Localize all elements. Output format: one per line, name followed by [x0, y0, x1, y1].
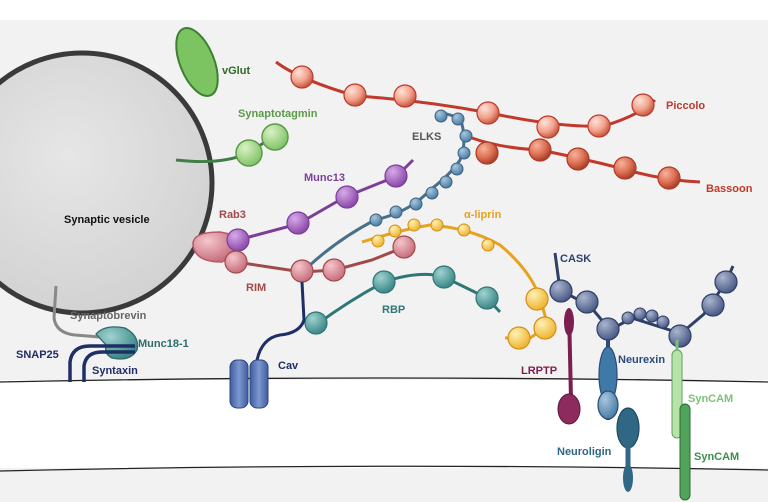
rim-domain — [224, 250, 248, 274]
alpha-liprin-sam-domain — [525, 287, 549, 311]
elks-domain — [450, 162, 464, 176]
syncam-pre-label: SynCAM — [688, 393, 733, 405]
munc13-domain — [286, 211, 310, 235]
alpha-liprin-domain — [371, 234, 385, 248]
cask-label: CASK — [560, 253, 591, 265]
cav-channel-left — [229, 359, 249, 409]
cask-domain — [549, 279, 573, 303]
cask-guk-domain — [656, 315, 670, 329]
cask-domain — [714, 270, 738, 294]
synaptotagmin-c2b-domain — [261, 123, 289, 151]
piccolo-label: Piccolo — [666, 100, 705, 112]
bassoon-domain — [475, 141, 499, 165]
cask-guk-domain — [633, 307, 647, 321]
neuroligin-extracellular-domain — [616, 407, 640, 449]
syncam-post-label: SynCAM — [694, 451, 739, 463]
bassoon-label: Bassoon — [706, 183, 753, 195]
rab3-munc13-binding-domain — [226, 228, 250, 252]
bassoon-domain — [566, 147, 590, 171]
synaptobrevin-chain — [52, 285, 113, 340]
elks-domain — [451, 112, 465, 126]
rim-domain — [290, 259, 314, 283]
synaptic-vesicle-label: Synaptic vesicle — [64, 214, 150, 226]
rbp-domain — [372, 270, 396, 294]
alpha-liprin-domain — [481, 238, 495, 252]
synaptotagmin-label: Synaptotagmin — [238, 108, 318, 120]
rab3-protein — [192, 231, 236, 263]
alpha-liprin-domain — [457, 223, 471, 237]
piccolo-domain — [393, 84, 417, 108]
neurexin-label: Neurexin — [618, 354, 665, 366]
alpha-liprin-domain — [388, 224, 402, 238]
bassoon-domain — [613, 156, 637, 180]
alpha-liprin-label: α-liprin — [464, 209, 502, 221]
rim-domain — [322, 258, 346, 282]
piccolo-domain — [476, 101, 500, 125]
rbp-domain — [432, 265, 456, 289]
piccolo-domain — [631, 93, 655, 117]
presynaptic-membrane — [0, 377, 768, 383]
munc13-label: Munc13 — [304, 172, 345, 184]
snap25-label: SNAP25 — [16, 349, 59, 361]
rab3-label: Rab3 — [219, 209, 246, 221]
lrptp-extracellular-domain — [557, 393, 581, 425]
alpha-liprin-chain — [361, 223, 550, 340]
synaptic-vesicle — [0, 50, 215, 316]
cask-domain — [596, 317, 620, 341]
synaptotagmin-c2a-domain — [235, 139, 263, 167]
piccolo-domain — [587, 114, 611, 138]
elks-domain — [389, 205, 403, 219]
elks-domain — [459, 129, 473, 143]
rbp-domain — [475, 286, 499, 310]
neuroligin-intracellular-domain — [623, 464, 633, 492]
cask-domain — [575, 290, 599, 314]
cask-domain — [701, 293, 725, 317]
postsynaptic-cytoplasm — [0, 468, 768, 502]
elks-domain — [439, 175, 453, 189]
elks-domain — [369, 213, 383, 227]
alpha-liprin-sam-domain — [507, 326, 531, 350]
munc13-domain — [335, 185, 359, 209]
snap25-chain — [82, 350, 135, 382]
elks-domain — [425, 186, 439, 200]
cask-guk-domain — [621, 311, 635, 325]
cav-tail — [255, 281, 306, 361]
rbp-label: RBP — [382, 304, 405, 316]
elks-label: ELKS — [412, 131, 441, 143]
rim-domain — [392, 235, 416, 259]
piccolo-domain — [343, 83, 367, 107]
alpha-liprin-sam-domain — [533, 316, 557, 340]
piccolo-domain — [536, 115, 560, 139]
lrptp-intracellular-domain — [564, 308, 574, 336]
rbp-domain — [304, 311, 328, 335]
elks-domain — [409, 197, 423, 211]
synaptic-cleft — [0, 380, 768, 468]
elks-domain — [457, 146, 471, 160]
piccolo-domain — [290, 65, 314, 89]
cask-domain — [668, 324, 692, 348]
bassoon-domain — [657, 166, 681, 190]
vglut-protein — [175, 27, 219, 97]
munc18-label: Munc18-1 — [138, 338, 189, 350]
munc13-domain — [384, 164, 408, 188]
vglut-label: vGlut — [222, 65, 250, 77]
cask-guk-domain — [645, 309, 659, 323]
synaptobrevin-label: Synaptobrevin — [70, 310, 147, 322]
bassoon-domain — [528, 138, 552, 162]
lrptp-label: LRPTP — [521, 365, 557, 377]
cav-channel-right — [249, 359, 269, 409]
alpha-liprin-domain — [407, 218, 421, 232]
neurexin-domain — [597, 390, 619, 420]
syntaxin-label: Syntaxin — [92, 365, 138, 377]
elks-domain — [434, 109, 448, 123]
rim-label: RIM — [246, 282, 266, 294]
syncam-post-protein — [679, 403, 691, 501]
postsynaptic-membrane — [0, 465, 768, 472]
syntaxin-chain — [68, 344, 135, 382]
neuroligin-label: Neuroligin — [557, 446, 612, 458]
alpha-liprin-domain — [430, 218, 444, 232]
cav-label: Cav — [278, 360, 299, 372]
